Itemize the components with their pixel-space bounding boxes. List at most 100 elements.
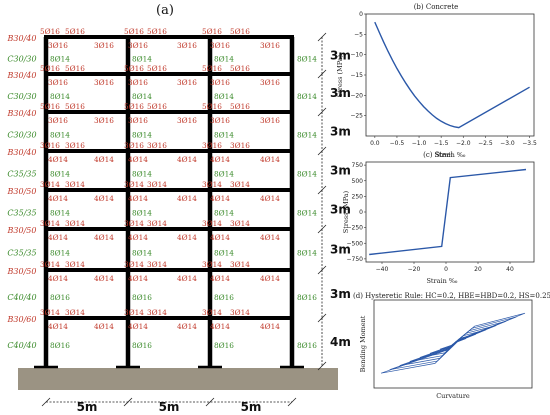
hysteresis-loop — [389, 316, 517, 371]
x-tick-label: 20 — [474, 266, 482, 273]
beam-top-rebar: 5Ø16 — [202, 27, 222, 36]
column-rebar: 8Ø16 — [214, 341, 234, 350]
x-axis-label: Strain ‰ — [434, 151, 465, 159]
beam-top-rebar: 3Ø16 — [147, 141, 167, 150]
chart-title: (d) Hysteretic Rule: HC=0.2, HBE=HBD=0.2… — [353, 292, 550, 300]
beam-bottom-rebar: 4Ø14 — [260, 194, 280, 203]
beam-class-label: B30/50 — [7, 267, 37, 276]
beam-class-label: B30/40 — [7, 109, 37, 118]
column-rebar: 8Ø16 — [297, 293, 317, 302]
dimension-tick — [41, 397, 51, 407]
column-rebar: 8Ø14 — [132, 249, 152, 258]
beam-bottom-rebar: 3Ø16 — [48, 41, 68, 50]
column-rebar: 8Ø14 — [297, 209, 317, 218]
beam-bottom-rebar: 3Ø16 — [177, 41, 197, 50]
beam-top-rebar: 3Ø14 — [40, 219, 60, 228]
column-class-label: C30/30 — [7, 131, 36, 140]
beam-top-rebar: 5Ø16 — [124, 27, 144, 36]
hysteresis-loop — [380, 312, 526, 374]
storey-height-label: 3m — [330, 49, 351, 63]
beam-top-rebar: 3Ø14 — [230, 308, 250, 317]
x-tick-label: −1.5 — [434, 140, 449, 147]
x-tick-label: −1.0 — [412, 140, 427, 147]
beam-bottom-rebar: 4Ø14 — [128, 194, 148, 203]
x-tick-label: −40 — [376, 266, 389, 273]
y-axis-label: Stress (MPa) — [336, 54, 344, 97]
beam-top-rebar: 5Ø16 — [230, 64, 250, 73]
column-rebar: 8Ø14 — [297, 92, 317, 101]
beam-class-label: B30/40 — [7, 148, 37, 157]
beam-bottom-rebar: 4Ø14 — [128, 274, 148, 283]
column-rebar: 8Ø14 — [214, 170, 234, 179]
beam-top-rebar: 3Ø14 — [230, 219, 250, 228]
storey-height-label: 3m — [330, 164, 351, 178]
beam-bottom-rebar: 4Ø14 — [210, 274, 230, 283]
beam-top-rebar: 5Ø16 — [230, 102, 250, 111]
column-rebar: 8Ø14 — [50, 92, 70, 101]
beam-top-rebar: 3Ø14 — [202, 260, 222, 269]
column-class-label: C35/35 — [7, 209, 36, 218]
storey-height-label: 4m — [330, 335, 351, 349]
dimension-tick — [317, 69, 327, 79]
beam-top-rebar: 3Ø14 — [147, 308, 167, 317]
beam-top-rebar: 3Ø14 — [202, 180, 222, 189]
series-line — [369, 168, 527, 256]
beam-bottom-rebar: 4Ø14 — [48, 155, 68, 164]
y-tick-label: 0 — [359, 209, 363, 216]
beam-top-rebar: 5Ø16 — [147, 27, 167, 36]
beam-bottom-rebar: 4Ø14 — [94, 322, 114, 331]
beam-top-rebar: 5Ø16 — [202, 102, 222, 111]
column-rebar: 8Ø16 — [214, 293, 234, 302]
column-rebar: 8Ø16 — [297, 341, 317, 350]
x-tick-label: 0 — [444, 266, 448, 273]
y-tick-label: −5 — [354, 31, 363, 38]
plot-frame — [373, 299, 533, 389]
beam-top-rebar: 3Ø16 — [40, 141, 60, 150]
panel-label: (a) — [156, 3, 174, 18]
column-class-label: C40/40 — [7, 341, 36, 350]
beam-bottom-rebar: 4Ø14 — [128, 155, 148, 164]
beam-top-rebar: 3Ø14 — [65, 180, 85, 189]
beam-class-label: B30/50 — [7, 187, 37, 196]
x-tick-label: −3.5 — [522, 140, 537, 147]
span-length-label: 5m — [241, 400, 262, 414]
beam-top-rebar: 3Ø14 — [40, 180, 60, 189]
beam-top-rebar: 3Ø14 — [124, 219, 144, 228]
x-tick-label: −3.0 — [500, 140, 515, 147]
beam-top-rebar: 3Ø16 — [202, 141, 222, 150]
beam-bottom-rebar: 4Ø14 — [260, 155, 280, 164]
column-rebar: 8Ø16 — [50, 293, 70, 302]
x-tick-label: −0.5 — [390, 140, 405, 147]
beam-bottom-rebar: 4Ø14 — [260, 233, 280, 242]
x-tick-label: −20 — [408, 266, 421, 273]
beam-bottom-rebar: 4Ø14 — [94, 233, 114, 242]
x-axis-label: Strain ‰ — [426, 277, 457, 285]
beam-top-rebar: 5Ø16 — [230, 27, 250, 36]
beam-top-rebar: 3Ø14 — [147, 260, 167, 269]
column-rebar: 8Ø14 — [132, 209, 152, 218]
steel-chart: (c) Steel −750 −500 −250 0 250 500 750 −40 −20 0 2… — [342, 151, 535, 285]
beam-top-rebar: 3Ø14 — [124, 308, 144, 317]
hysteresis-loop — [399, 320, 507, 366]
chart-title: (c) Steel — [423, 151, 454, 159]
beam-top-rebar: 3Ø14 — [40, 308, 60, 317]
column-rebar: 8Ø14 — [214, 249, 234, 258]
beam-top-rebar: 3Ø14 — [202, 308, 222, 317]
beam-bottom-rebar: 3Ø16 — [94, 116, 114, 125]
x-tick-label: −2.0 — [456, 140, 471, 147]
storey-height-label: 3m — [330, 287, 351, 301]
column-rebar: 8Ø14 — [214, 131, 234, 140]
beam-top-rebar: 5Ø16 — [40, 102, 60, 111]
beam-bottom-rebar: 3Ø16 — [210, 41, 230, 50]
dimension-tick — [123, 397, 133, 407]
column-class-label: C40/40 — [7, 293, 36, 302]
column-rebar: 8Ø14 — [132, 92, 152, 101]
dimension-tick — [317, 265, 327, 275]
beam-bottom-rebar: 4Ø14 — [177, 322, 197, 331]
beam-class-label: B30/40 — [7, 71, 37, 80]
y-tick-label: −15 — [350, 72, 363, 79]
column-rebar: 8Ø14 — [50, 170, 70, 179]
column-class-label: C35/35 — [7, 170, 36, 179]
beam-bottom-rebar: 3Ø16 — [128, 41, 148, 50]
dimension-tick — [317, 107, 327, 117]
